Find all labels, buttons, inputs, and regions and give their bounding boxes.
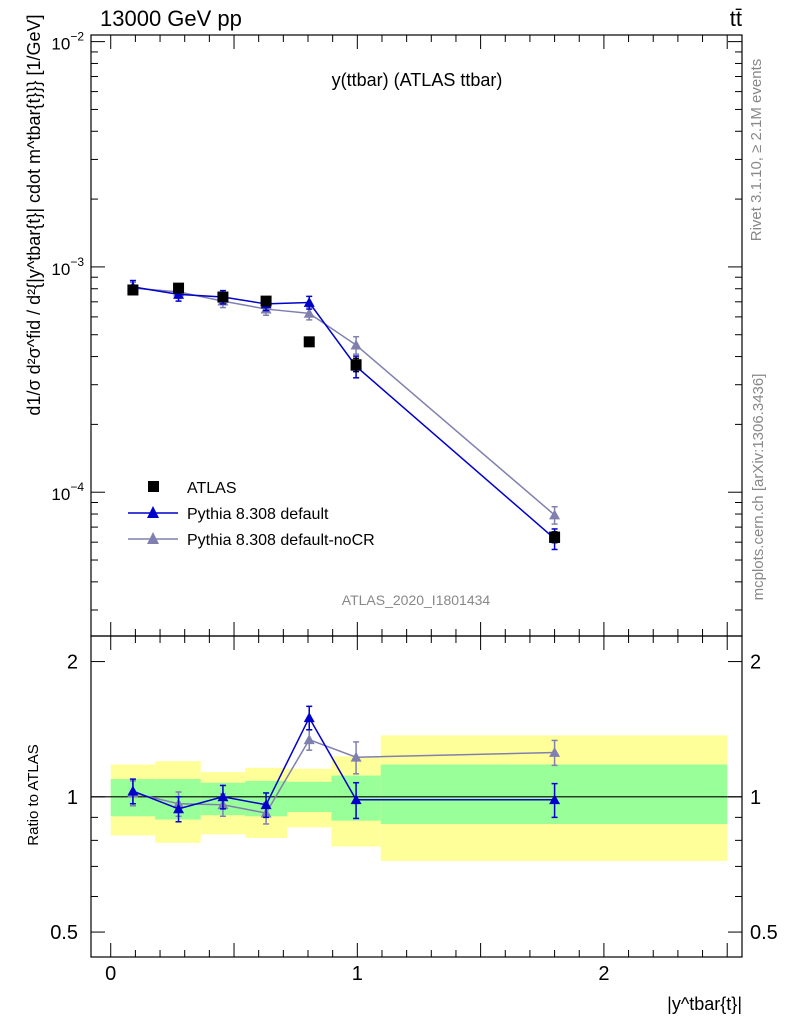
legend-label-default: Pythia 8.308 default <box>187 506 329 523</box>
series-line <box>132 286 556 540</box>
ratio-panel: 2 2 1 1 0.5 0.5 0 1 2 Ratio to ATLAS |y^tbar{t}| <box>25 635 778 1014</box>
x-axis-label: |y^tbar{t}| <box>667 994 742 1014</box>
ratio-y-tick-label: 1 <box>67 787 78 809</box>
legend-marker-atlas <box>148 481 159 492</box>
data-point <box>217 291 229 303</box>
analysis-watermark: ATLAS_2020_I1801434 <box>342 592 491 608</box>
energy-label: 13000 GeV pp <box>100 6 242 31</box>
ratio-y-tick-label: 2 <box>67 652 78 674</box>
ratio-point <box>350 794 362 805</box>
ratio-y-axis-label: Ratio to ATLAS <box>25 744 42 845</box>
ratio-point <box>303 734 315 745</box>
main-title: y(ttbar) (ATLAS ttbar) <box>332 70 503 90</box>
main-panel: 10−2 10−3 10−4 y(ttbar) (ATLAS ttbar) ATLA… <box>24 14 743 637</box>
y-tick-label: 10−3 <box>51 255 84 279</box>
x-tick-label: 0 <box>105 963 116 985</box>
ratio-point <box>127 785 139 796</box>
ratio-y-tick-label-right: 1 <box>750 787 761 809</box>
data-point <box>549 531 561 543</box>
data-point <box>260 295 272 307</box>
data-point <box>127 284 139 296</box>
data-point <box>303 336 315 348</box>
legend: ATLAS Pythia 8.308 default Pythia 8.308 … <box>128 480 375 549</box>
ratio-point <box>260 799 272 810</box>
data-point <box>173 288 185 299</box>
x-tick-label: 2 <box>598 963 609 985</box>
ratio-point <box>217 791 229 802</box>
data-point <box>549 509 561 520</box>
x-tick-label: 1 <box>352 963 363 985</box>
legend-marker-default <box>147 506 159 518</box>
y-tick-label: 10−4 <box>51 480 84 504</box>
data-point <box>303 307 315 318</box>
ratio-y-tick-label: 0.5 <box>50 922 78 944</box>
ratio-y-tick-label-right: 2 <box>750 652 761 674</box>
ratio-point <box>549 746 561 757</box>
process-label: tt̄ <box>730 6 742 31</box>
mcplots-label: mcplots.cern.ch [arXiv:1306.3436] <box>750 374 767 601</box>
ratio-point <box>303 712 315 723</box>
ratio-y-tick-label-right: 0.5 <box>750 922 778 944</box>
data-point <box>303 297 315 307</box>
ratio-point <box>173 803 185 814</box>
rivet-label: Rivet 3.1.10, ≥ 2.1M events <box>748 59 765 242</box>
ratio-point <box>549 794 561 805</box>
legend-label-nocr: Pythia 8.308 default-noCR <box>187 532 375 549</box>
legend-label-atlas: ATLAS <box>187 480 237 497</box>
data-point <box>350 359 362 371</box>
legend-marker-nocr <box>147 532 159 544</box>
data-point <box>173 282 185 294</box>
ratio-point <box>350 751 362 762</box>
data-point <box>350 339 362 350</box>
y-tick-label: 10−2 <box>51 30 84 54</box>
main-y-axis-label: d1/σ d²σ^fid / d²{|y^tbar{t}| cdot m^tba… <box>24 14 44 415</box>
